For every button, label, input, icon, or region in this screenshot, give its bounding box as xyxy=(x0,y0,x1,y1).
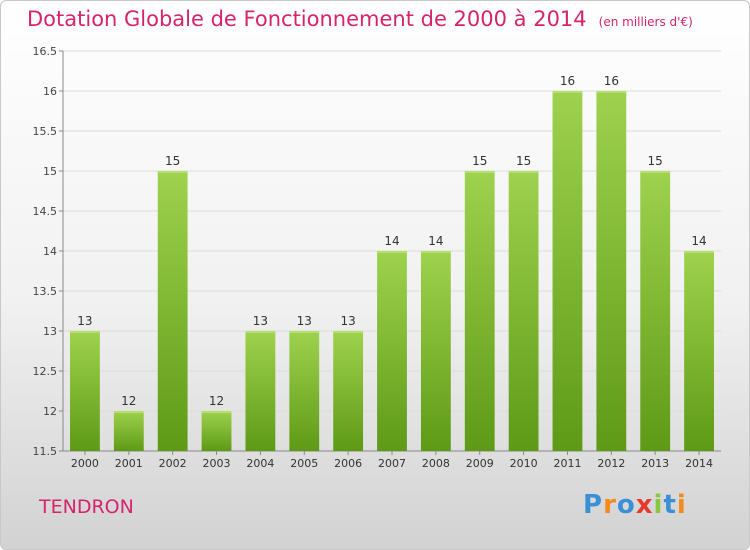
bar-2002 xyxy=(157,171,188,451)
bar-highlight xyxy=(113,411,144,413)
data-label-2002: 15 xyxy=(165,154,180,168)
bar-highlight xyxy=(684,251,714,253)
x-tick-label-2014: 2014 xyxy=(685,457,713,470)
data-label-2005: 13 xyxy=(297,314,312,328)
x-tick-label-2012: 2012 xyxy=(597,457,625,470)
logo-letter: i xyxy=(653,490,664,520)
bar-2007 xyxy=(377,251,407,451)
bar-2014 xyxy=(684,251,714,451)
title-text: Dotation Globale de Fonctionnement de 20… xyxy=(27,7,587,31)
x-tick-label-2000: 2000 xyxy=(71,457,99,470)
city-name: TENDRON xyxy=(39,496,134,518)
bars xyxy=(70,91,714,451)
y-tick-label: 13.5 xyxy=(33,285,58,298)
data-label-2007: 14 xyxy=(384,234,399,248)
y-tick-label: 14.5 xyxy=(33,205,58,218)
bar-highlight xyxy=(377,251,407,253)
data-label-2012: 16 xyxy=(604,74,619,88)
data-label-2010: 15 xyxy=(516,154,531,168)
chart-subtitle: (en milliers d'€) xyxy=(598,15,693,29)
data-label-2000: 13 xyxy=(77,314,92,328)
y-tick-label: 12.5 xyxy=(33,365,58,378)
bar-2005 xyxy=(289,331,320,451)
x-tick-label-2009: 2009 xyxy=(466,457,494,470)
bar-2003 xyxy=(201,411,232,451)
bar-highlight xyxy=(508,171,539,173)
x-tick-label-2007: 2007 xyxy=(378,457,406,470)
bar-2009 xyxy=(464,171,495,451)
y-tick-label: 15.5 xyxy=(33,125,58,138)
y-tick-label: 12 xyxy=(43,405,57,418)
x-tick-label-2002: 2002 xyxy=(159,457,187,470)
bar-2000 xyxy=(70,331,100,451)
bar-highlight xyxy=(333,331,364,333)
bar-highlight xyxy=(201,411,232,413)
bar-labels: 13 2000 12 2001 15 2002 12 2003 13 2004 13 2005 13 20… xyxy=(71,74,713,470)
bar-highlight xyxy=(245,331,276,333)
data-label-2006: 13 xyxy=(340,314,355,328)
x-tick-label-2004: 2004 xyxy=(246,457,274,470)
x-tick-label-2013: 2013 xyxy=(641,457,669,470)
bar-highlight xyxy=(464,171,495,173)
bar-2008 xyxy=(420,251,451,451)
y-tick-label: 11.5 xyxy=(33,445,58,458)
x-tick-label-2003: 2003 xyxy=(203,457,231,470)
bar-2004 xyxy=(245,331,276,451)
data-label-2003: 12 xyxy=(209,394,224,408)
logo-letter: t xyxy=(663,490,677,520)
x-tick-label-2001: 2001 xyxy=(115,457,143,470)
y-tick-label: 16.5 xyxy=(33,45,58,58)
x-tick-label-2006: 2006 xyxy=(334,457,362,470)
logo-letter: x xyxy=(635,490,654,520)
proxiti-logo: Proxiti xyxy=(583,490,687,520)
bar-2011 xyxy=(552,91,583,451)
bar-2001 xyxy=(113,411,144,451)
bar-highlight xyxy=(552,91,583,93)
bar-highlight xyxy=(640,171,671,173)
x-tick-label-2008: 2008 xyxy=(422,457,450,470)
data-label-2008: 14 xyxy=(428,234,443,248)
data-label-2011: 16 xyxy=(560,74,575,88)
bar-highlight xyxy=(420,251,451,253)
data-label-2014: 14 xyxy=(691,234,706,248)
bar-2006 xyxy=(333,331,364,451)
y-tick-label: 14 xyxy=(43,245,57,258)
data-label-2001: 12 xyxy=(121,394,136,408)
bar-highlight xyxy=(289,331,320,333)
data-label-2004: 13 xyxy=(253,314,268,328)
data-label-2013: 15 xyxy=(648,154,663,168)
bar-highlight xyxy=(596,91,627,93)
x-tick-label-2005: 2005 xyxy=(290,457,318,470)
x-tick-label-2010: 2010 xyxy=(510,457,538,470)
logo-letter: P xyxy=(583,490,604,520)
bar-highlight xyxy=(157,171,188,173)
bar-2010 xyxy=(508,171,539,451)
logo-letter: i xyxy=(676,490,687,520)
bar-2012 xyxy=(596,91,627,451)
y-tick-label: 16 xyxy=(43,85,57,98)
x-tick-label-2011: 2011 xyxy=(553,457,581,470)
y-tick-label: 15 xyxy=(43,165,57,178)
bar-highlight xyxy=(70,331,100,333)
bar-2013 xyxy=(640,171,671,451)
logo-letter: r xyxy=(603,490,617,520)
logo-letter: o xyxy=(616,490,636,520)
y-tick-label: 13 xyxy=(43,325,57,338)
data-label-2009: 15 xyxy=(472,154,487,168)
chart-title: Dotation Globale de Fonctionnement de 20… xyxy=(27,7,693,31)
